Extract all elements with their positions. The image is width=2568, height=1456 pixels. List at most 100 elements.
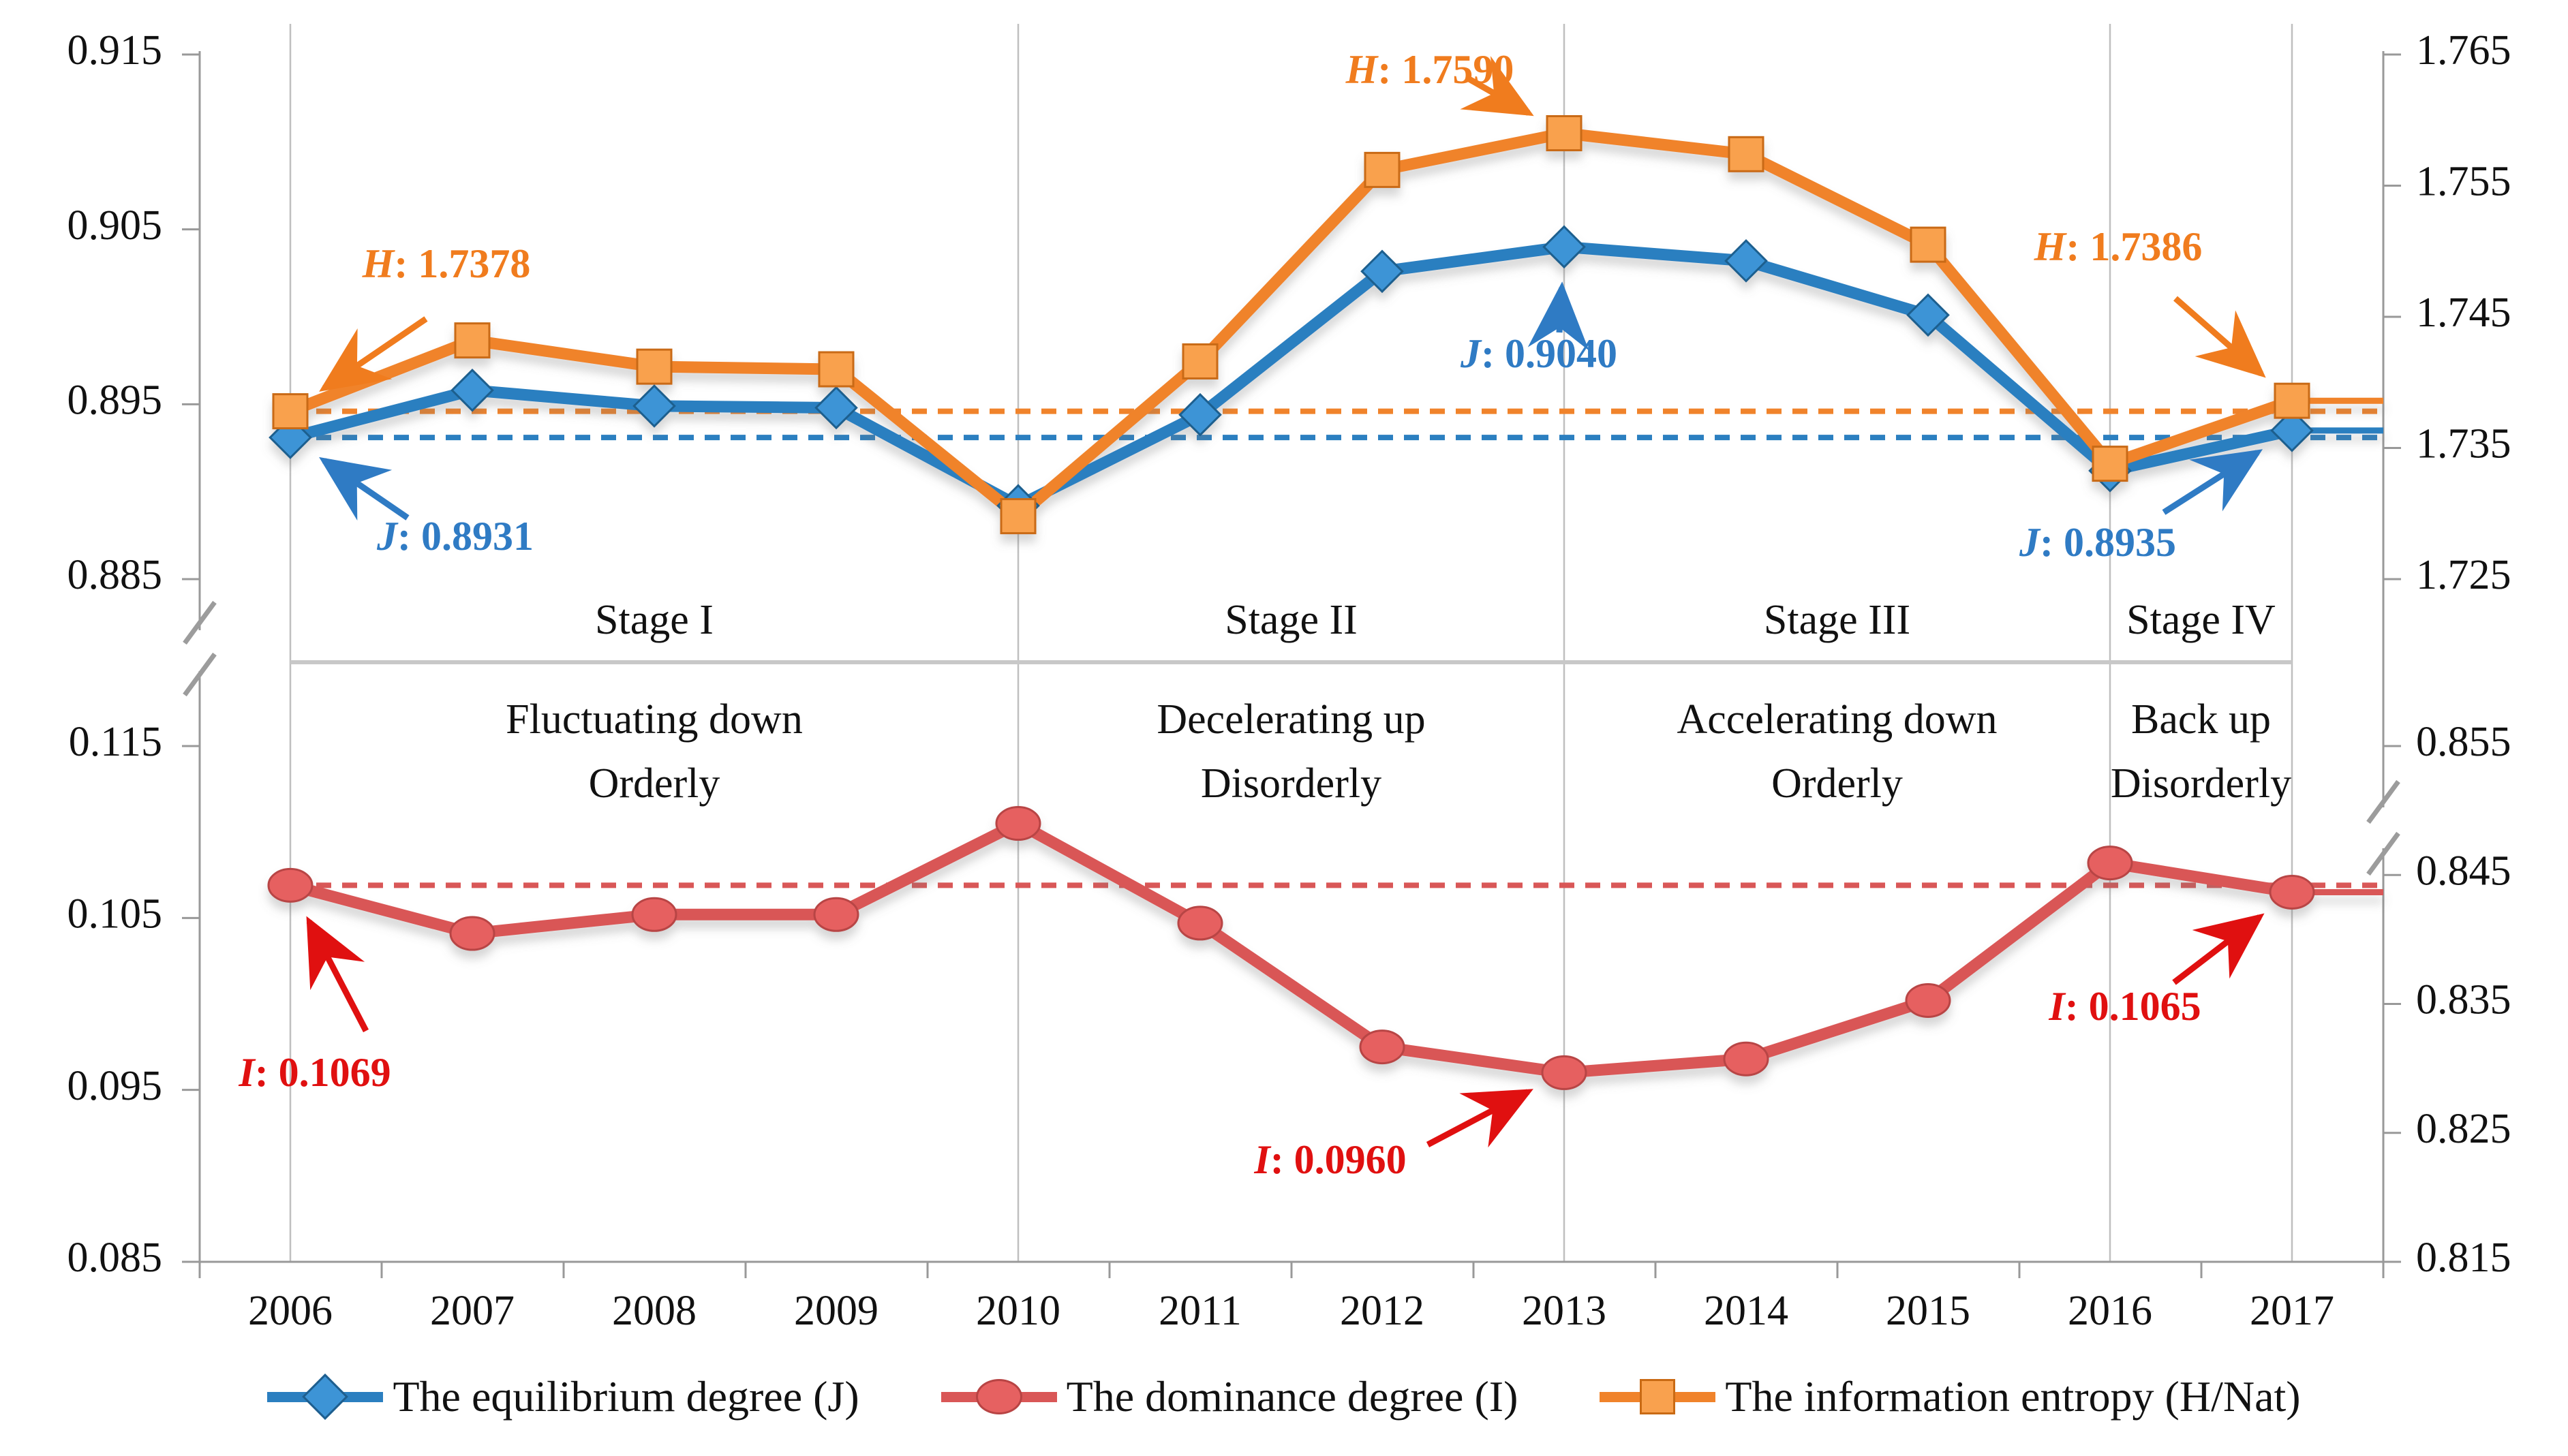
y-axis-tick-label: 0.855 [2416,719,2511,765]
data-point-square [636,348,673,385]
stage-description-line2: Disorderly [1201,760,1381,807]
stage-description-line1: Decelerating up [1157,696,1425,743]
data-point-diamond [632,384,676,428]
y-axis-tick-label: 0.815 [2416,1235,2511,1281]
stage-name-label: Stage IV [2126,597,2276,643]
data-point-square [2274,382,2310,419]
x-axis-year-label: 2010 [976,1288,1060,1334]
stage-description-line2: Orderly [589,760,720,807]
data-point-diamond [1360,249,1404,294]
red-circle-line-icon [941,1369,1057,1424]
x-axis-year-label: 2012 [1340,1288,1424,1334]
data-point-square [1910,226,1946,263]
data-point-circle [1905,982,1951,1018]
y-axis-tick-label: 1.735 [2416,421,2511,467]
data-point-square [272,393,309,430]
series-line-J [288,241,2293,512]
annotation-arrow [2173,296,2266,378]
stage-name-label: Stage I [595,597,714,643]
annotation-arrow [1527,281,1589,351]
annotation-arrow [319,316,428,392]
y-axis-tick-label: 0.915 [67,27,163,74]
x-axis-year-label: 2009 [794,1288,878,1334]
axis-break-icon [183,652,217,697]
axis-break-icon [183,600,217,645]
y-axis-tick-label: 0.845 [2416,848,2511,894]
data-point-diamond [1724,239,1768,283]
annotation-label-J-2013: J: 0.9040 [1460,331,1617,376]
data-point-circle [1359,1029,1405,1065]
x-axis-year-label: 2017 [2250,1288,2334,1334]
blue-diamond-line-icon [267,1369,384,1424]
annotation-label-H-2006: H: 1.7378 [362,241,531,286]
annotation-label-J-2017: J: 0.8935 [2019,520,2176,565]
data-point-diamond [814,386,858,430]
y-axis-tick-label: 1.745 [2416,290,2511,336]
data-point-square [1546,115,1583,151]
data-point-circle [813,897,859,932]
y-axis-tick-label: 0.095 [67,1063,163,1109]
y-axis-tick-label: 0.105 [67,891,163,938]
stage-description-line2: Disorderly [2111,760,2291,807]
series-line-I [288,818,2293,1079]
stage-description-line1: Fluctuating down [506,696,803,743]
legend-label-entropy: The information entropy (H/Nat) [1725,1372,2301,1421]
annotation-label-I-2006: I: 0.1069 [238,1050,391,1095]
data-point-circle [2087,846,2133,881]
annotation-arrow [2162,449,2263,515]
annotation-label-H-2017: H: 1.7386 [2034,224,2203,269]
legend-item-equilibrium: The equilibrium degree (J) [267,1369,859,1424]
data-point-diamond [2270,409,2314,452]
axis-break-icon [2366,779,2400,824]
x-axis-year-label: 2016 [2068,1288,2152,1334]
annotation-label-I-2017: I: 0.1065 [2048,984,2201,1029]
data-point-circle [449,916,495,951]
y-axis-tick-label: 0.885 [67,552,163,598]
stage-description-line2: Orderly [1771,760,1903,807]
x-axis-year-label: 2014 [1704,1288,1788,1334]
data-point-circle [631,897,677,932]
legend-item-dominance: The dominance degree (I) [941,1369,1518,1424]
legend-item-entropy: The information entropy (H/Nat) [1600,1369,2301,1424]
data-point-circle [1177,905,1223,941]
x-axis-year-label: 2006 [248,1288,333,1334]
x-axis-year-label: 2011 [1159,1288,1242,1334]
y-axis-tick-label: 0.835 [2416,977,2511,1023]
annotation-label-H-2013: H: 1.7590 [1345,47,1514,92]
legend-label-dominance: The dominance degree (I) [1066,1372,1518,1421]
data-point-diamond [1542,225,1586,269]
data-point-square [1364,151,1401,188]
annotation-label-J-2006: J: 0.8931 [376,514,534,559]
x-axis-year-label: 2015 [1886,1288,1970,1334]
stage-description-line1: Back up [2131,696,2271,743]
y-axis-tick-label: 1.725 [2416,552,2511,598]
data-point-circle [267,867,314,903]
data-point-circle [2269,874,2315,910]
orange-square-line-icon [1600,1369,1716,1424]
y-axis-tick-label: 0.905 [67,202,163,249]
series-line-H [288,127,2294,523]
data-point-square [1728,136,1764,172]
legend: The equilibrium degree (J) The dominance… [0,1356,2568,1438]
y-axis-tick-label: 0.825 [2416,1106,2511,1152]
data-point-diamond [450,368,494,412]
y-axis-tick-label: 1.765 [2416,27,2511,74]
annotation-arrow [306,916,369,1033]
stage-name-label: Stage II [1225,597,1358,643]
annotation-arrow [319,456,410,521]
x-axis-year-label: 2013 [1522,1288,1606,1334]
data-point-diamond [1178,392,1222,437]
stage-name-label: Stage III [1764,597,1910,643]
x-axis-year-label: 2007 [430,1288,515,1334]
y-axis-tick-label: 1.755 [2416,159,2511,205]
data-point-square [2092,446,2128,482]
data-point-circle [1723,1041,1769,1076]
legend-label-equilibrium: The equilibrium degree (J) [393,1372,859,1421]
y-axis-tick-label: 0.115 [69,719,162,765]
data-point-square [454,322,491,359]
y-axis-tick-label: 0.895 [67,377,163,424]
data-point-square [1000,498,1037,535]
data-point-square [1182,343,1219,380]
stage-description-line1: Accelerating down [1677,696,1998,743]
